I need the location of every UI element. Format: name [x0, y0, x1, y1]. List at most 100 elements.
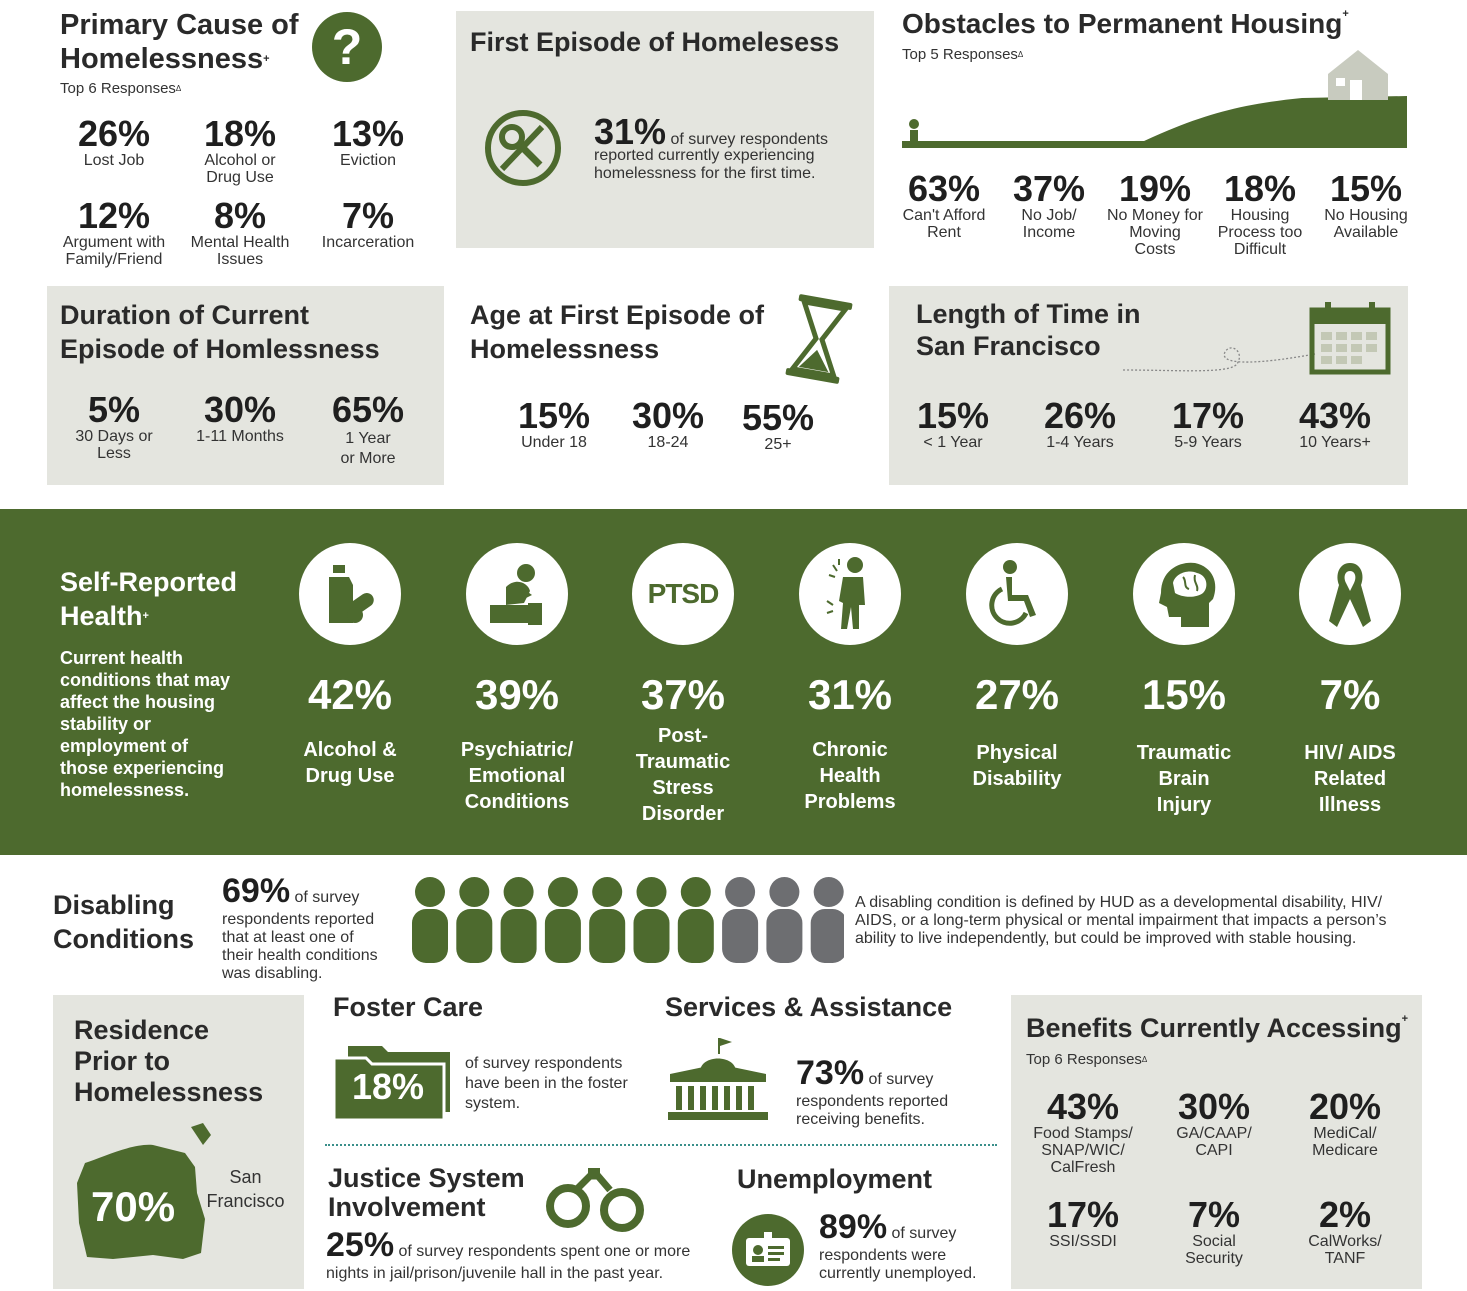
label-line: Related	[1313, 768, 1387, 790]
title-line: Homelessness	[60, 43, 264, 75]
subtitle-text: Top 5 Responses	[902, 46, 1018, 63]
length-sf-title: Length of Time in San Francisco	[916, 298, 1141, 362]
stat-value: 65%	[331, 389, 405, 430]
desc-line: those experiencing	[60, 758, 225, 778]
residence-panel: Residence Prior to Homelessness 70% San …	[53, 995, 304, 1289]
stat-label: Eviction	[339, 152, 397, 169]
benefit-item: 17% SSI/SSDI	[1023, 1194, 1143, 1251]
foster-title: Foster Care	[333, 992, 484, 1022]
benefit-item: 2% CalWorks/TANF	[1285, 1197, 1405, 1268]
stat-value: 8%	[213, 195, 267, 236]
disabling-definition: A disabling condition is defined by HUD …	[855, 894, 1435, 948]
stat-label: SSI/SSDI	[1049, 1233, 1117, 1250]
title-line: Prior to	[74, 1046, 171, 1076]
handcuffs-icon	[546, 1168, 644, 1232]
length-item: 15% < 1 Year	[893, 395, 1013, 452]
stat-label: Incarceration	[321, 234, 415, 251]
benefit-item: 43% Food Stamps/SNAP/WIC/CalFresh	[1023, 1086, 1143, 1177]
stat-label: Food Stamps/	[1033, 1125, 1133, 1142]
stat-text: of survey	[868, 1071, 934, 1088]
stat-label: 1-11 Months	[196, 428, 284, 445]
bottle-pills-icon	[299, 543, 401, 645]
person-figure	[810, 877, 844, 963]
stat-value: 18%	[203, 113, 277, 154]
stat-label: 10 Years+	[1299, 434, 1371, 451]
desc-line: stability or	[60, 714, 152, 734]
stat-value: 26%	[1043, 395, 1117, 436]
justice-title: Justice System Involvement	[328, 1164, 525, 1222]
stat-value: 15%	[517, 395, 591, 436]
person-figure	[677, 877, 714, 963]
stat-value: 43%	[1298, 395, 1372, 436]
stat-value: 73%	[796, 1054, 865, 1092]
stat-text: was disabling.	[222, 965, 323, 982]
health-stat-value: 7%	[1319, 671, 1381, 718]
title-line: San Francisco	[916, 331, 1101, 361]
foster-text: of survey respondents have been in the f…	[465, 1054, 628, 1114]
stat-text: their health conditions	[222, 947, 378, 964]
stat-label: Issues	[216, 251, 264, 268]
wheelchair-icon	[966, 543, 1068, 645]
text-line: system.	[465, 1095, 521, 1112]
stat-label: CAPI	[1195, 1142, 1233, 1159]
length-item: 43% 10 Years+	[1275, 395, 1395, 452]
first-episode-panel: First Episode of Homelesess 31% of surve…	[456, 11, 874, 248]
residence-place: San Francisco	[193, 1165, 298, 1213]
label-line: Health	[819, 765, 881, 787]
stat-label: Family/Friend	[65, 251, 163, 268]
title-line: Conditions	[53, 924, 194, 954]
label-line: Psychiatric/	[460, 739, 574, 761]
folder-icon	[332, 1046, 450, 1122]
label-line: Chronic	[812, 739, 888, 761]
question-icon: ?	[312, 12, 382, 82]
primary-cause-item: 18% Alcohol or Drug Use	[180, 113, 300, 187]
title-text: Benefits Currently Accessing	[1026, 1013, 1402, 1043]
obstacle-item: 18% Housing Process too Difficult	[1210, 168, 1310, 259]
stat-value: 17%	[1046, 1194, 1120, 1235]
definition-line: AIDS, or a long-term physical or mental …	[855, 912, 1387, 929]
distressed-person-icon	[466, 543, 568, 645]
subtitle-text: Top 6 Responses	[60, 80, 176, 97]
primary-cause-item: 12% Argument with Family/Friend	[54, 198, 174, 269]
age-item: 55% 25+	[718, 400, 838, 454]
calendar-icon	[1309, 302, 1391, 375]
title-line: Self-Reported	[60, 567, 238, 597]
stat-value: 43%	[1046, 1086, 1120, 1127]
health-stat-label: Physical Disability	[937, 740, 1097, 792]
benefits-subtitle: Top 6 ResponsesΔ	[1026, 1051, 1147, 1069]
primary-cause-item: 8% Mental Health Issues	[180, 195, 300, 269]
stat-value: 17%	[1171, 395, 1245, 436]
stat-value: 31%	[594, 111, 667, 152]
desc-line: homelessness.	[60, 780, 190, 800]
primary-cause-item: 7% Incarceration	[308, 195, 428, 252]
title-line: Duration of Current	[60, 300, 309, 330]
services-title: Services & Assistance	[665, 992, 953, 1022]
subtitle-text: Top 6 Responses	[1026, 1051, 1142, 1068]
people-pictograph	[412, 877, 844, 963]
health-stat-label: HIV/ AIDS Related Illness	[1270, 740, 1430, 818]
residence-title: Residence Prior to Homelessness	[74, 1015, 263, 1108]
age-item: 15% Under 18	[494, 395, 614, 452]
justice-text: 25% of survey respondents spent one or m…	[326, 1226, 726, 1283]
stat-value: 18%	[352, 1066, 425, 1107]
duration-item: 65% 1 Year or More	[308, 389, 428, 468]
label-line: Post-	[658, 725, 708, 747]
stat-value: 15%	[916, 395, 990, 436]
stat-value: 63%	[907, 168, 981, 209]
stat-value: 7%	[341, 195, 395, 236]
person-figure	[456, 877, 493, 963]
stat-label: Argument with	[62, 234, 166, 251]
footnote-mark: Δ	[175, 84, 182, 93]
duration-item: 30% 1-11 Months	[180, 392, 300, 446]
stat-value: 30%	[1177, 1086, 1251, 1127]
length-sf-panel: Length of Time in San Francisco 15% < 1 Y…	[889, 286, 1408, 485]
stat-value: 18%	[1223, 168, 1297, 209]
disabling-text: 69% of survey respondents reported that …	[222, 872, 402, 983]
stat-value: 19%	[1118, 168, 1192, 209]
title-line: Involvement	[328, 1192, 486, 1222]
health-stat-value: 42%	[307, 671, 393, 718]
desc-line: employment of	[60, 736, 189, 756]
footnote-mark: Δ	[1017, 50, 1024, 59]
stat-label: Security	[1185, 1250, 1243, 1267]
back-pain-icon	[799, 543, 901, 645]
